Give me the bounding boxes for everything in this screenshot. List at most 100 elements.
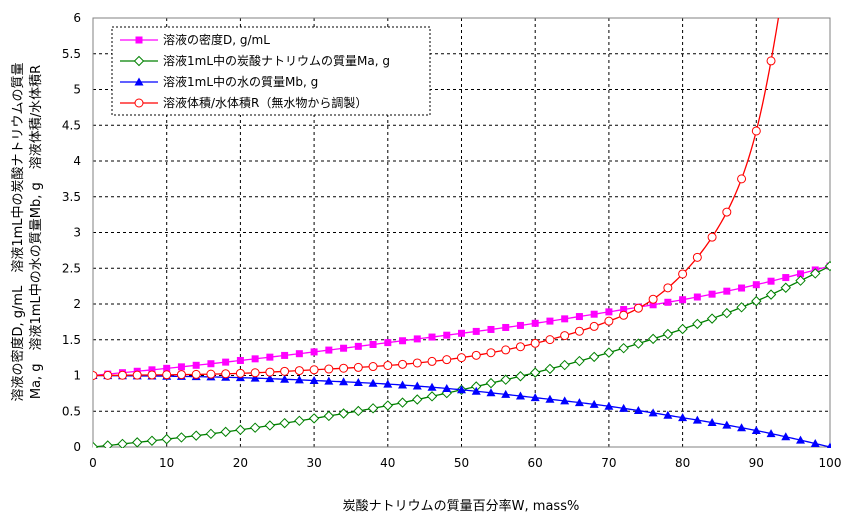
data-point <box>382 400 394 411</box>
y-tick-label: 1.5 <box>62 333 81 347</box>
data-point <box>797 270 805 278</box>
data-point <box>515 391 525 400</box>
data-point <box>427 356 437 366</box>
data-point <box>692 318 703 330</box>
x-tick-label: 40 <box>380 456 395 470</box>
data-point <box>325 346 333 354</box>
data-point <box>590 310 598 318</box>
data-point <box>486 388 496 397</box>
series-group <box>93 17 831 448</box>
data-point <box>678 413 688 422</box>
data-point <box>338 408 349 419</box>
data-point <box>796 435 806 444</box>
data-point <box>501 345 511 355</box>
data-point <box>309 365 319 375</box>
data-point <box>339 377 349 386</box>
data-point <box>412 394 423 405</box>
data-point <box>678 269 688 279</box>
x-tick-label: 50 <box>454 456 469 470</box>
data-point <box>265 374 275 383</box>
data-point <box>662 328 674 340</box>
data-point <box>236 356 244 364</box>
data-point <box>412 381 422 390</box>
x-tick-label: 60 <box>528 456 543 470</box>
data-point <box>354 342 362 350</box>
data-point <box>648 408 658 417</box>
data-point <box>162 370 172 380</box>
data-point <box>722 207 732 217</box>
y-tick-label: 2.5 <box>62 261 81 275</box>
y-axis-title-line-2: Ma, g 溶液1mL中の水の質量Mb, g 溶液体積/水体積R <box>29 65 44 399</box>
data-point <box>353 377 363 386</box>
data-point <box>589 321 599 331</box>
data-point <box>383 360 393 370</box>
data-point <box>367 403 379 414</box>
data-point <box>148 366 156 374</box>
data-point <box>280 366 290 376</box>
data-point <box>280 374 290 383</box>
data-point <box>824 260 831 272</box>
data-point <box>620 306 628 314</box>
data-point <box>561 315 569 323</box>
data-point <box>117 370 127 380</box>
data-point <box>147 370 157 380</box>
data-point <box>487 325 495 333</box>
data-point <box>369 340 377 348</box>
y-axis-title-line-1: 溶液の密度D, g/mL 溶液1mL中の炭酸ナトリウムの質量 <box>10 63 26 402</box>
y-tick-label: 5.5 <box>62 47 81 61</box>
data-point <box>663 410 673 419</box>
data-point <box>457 353 466 363</box>
data-point <box>736 302 747 313</box>
x-axis-ticks: 0 10 20 30 40 50 60 70 80 90 100 <box>89 456 841 470</box>
data-point <box>368 378 378 387</box>
y-axis-title: 溶液の密度D, g/mL 溶液1mL中の炭酸ナトリウムの質量 Ma, g 溶液1… <box>10 63 44 402</box>
data-point <box>516 321 524 329</box>
data-point <box>633 406 643 415</box>
data-point <box>93 371 98 380</box>
data-point <box>529 367 541 378</box>
legend: 溶液の密度D, g/mL 溶液1mL中の炭酸ナトリウムの質量Ma, g 溶液1mL中… <box>111 26 431 116</box>
data-point <box>603 347 615 358</box>
data-point <box>368 362 378 372</box>
data-point <box>103 370 113 380</box>
data-point <box>308 413 320 424</box>
data-point <box>472 327 480 335</box>
data-point <box>323 410 335 422</box>
data-point <box>544 363 556 375</box>
data-point <box>706 313 718 324</box>
data-point <box>604 401 614 410</box>
data-point <box>486 348 496 358</box>
y-tick-label: 6 <box>73 11 81 25</box>
data-point <box>707 418 717 427</box>
data-point <box>633 303 643 313</box>
data-point <box>751 126 761 136</box>
data-point <box>235 368 245 378</box>
data-point <box>279 417 290 429</box>
y-tick-label: 0.5 <box>62 404 81 418</box>
series-2 <box>93 260 831 448</box>
data-point <box>663 283 673 293</box>
data-point <box>324 364 334 374</box>
data-point <box>485 377 497 389</box>
data-point <box>677 323 688 335</box>
y-tick-label: 4 <box>73 154 81 168</box>
data-point <box>574 355 585 367</box>
data-point <box>412 358 422 368</box>
data-point <box>428 333 436 341</box>
data-point <box>589 399 599 408</box>
data-point <box>132 370 142 380</box>
data-point <box>294 366 304 376</box>
data-point <box>426 391 438 402</box>
data-point <box>177 363 185 371</box>
x-tick-label: 30 <box>306 456 321 470</box>
data-point <box>560 331 570 341</box>
data-point <box>134 98 144 108</box>
data-point <box>249 422 261 433</box>
data-point <box>574 398 584 407</box>
data-point <box>161 433 172 445</box>
data-point <box>515 371 526 382</box>
y-tick-label: 1 <box>73 369 81 383</box>
data-point <box>457 385 466 394</box>
data-point <box>530 393 540 402</box>
data-point <box>340 344 348 352</box>
